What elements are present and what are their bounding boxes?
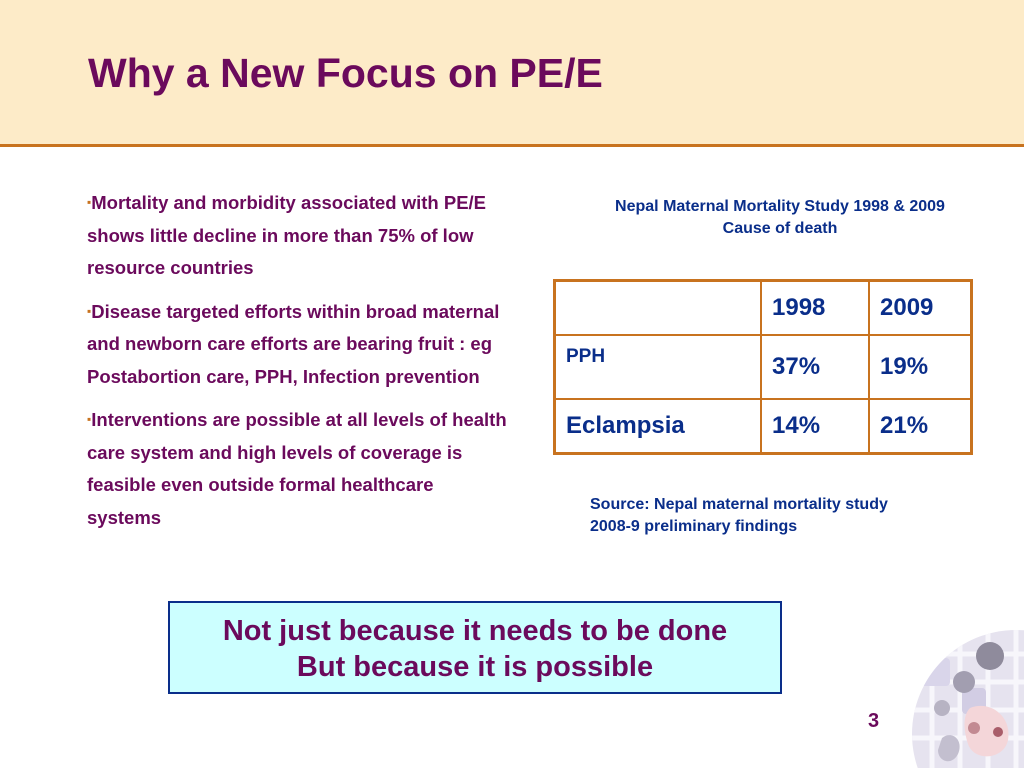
table-row-label: Eclampsia: [553, 398, 762, 455]
table-caption-line: Cause of death: [722, 220, 838, 237]
table-header-cell: 1998: [760, 279, 870, 336]
bullet-list: ▪Mortality and morbidity associated with…: [87, 186, 507, 544]
table-cell: 14%: [760, 398, 870, 455]
table-caption: Nepal Maternal Mortality Study 1998 & 20…: [560, 196, 1000, 240]
table-row: Eclampsia 14% 21%: [553, 398, 973, 455]
bullet-marker: ▪: [87, 412, 92, 426]
table-cell: 19%: [868, 334, 973, 400]
table-cell: 21%: [868, 398, 973, 455]
slide-title: Why a New Focus on PE/E: [88, 50, 603, 96]
callout-line: But because it is possible: [296, 651, 654, 683]
header-divider: [0, 144, 1024, 147]
bullet-marker: ▪: [87, 195, 92, 209]
source-line: 2008-9 preliminary findings: [590, 518, 798, 535]
table-header-cell: [553, 279, 762, 336]
decorative-collage-image: [912, 630, 1024, 768]
title-banner: [0, 0, 1024, 144]
bullet-text: Disease targeted efforts within broad ma…: [87, 300, 500, 387]
callout-box: Not just because it needs to be done But…: [168, 601, 782, 694]
table-row-label: PPH: [553, 334, 762, 400]
bullet-marker: ▪: [87, 303, 92, 318]
table-cell: 37%: [760, 334, 870, 400]
bullet-text: Interventions are possible at all levels…: [87, 409, 507, 528]
table-header-row: 1998 2009: [553, 279, 973, 336]
source-line: Source: Nepal maternal mortality study: [590, 496, 888, 513]
bullet-item: ▪Disease targeted efforts within broad m…: [87, 295, 507, 394]
table-header-cell: 2009: [868, 279, 973, 336]
source-note: Source: Nepal maternal mortality study 2…: [590, 494, 990, 538]
bullet-item: ▪Mortality and morbidity associated with…: [87, 186, 507, 285]
page-number: 3: [868, 710, 880, 732]
table-caption-line: Nepal Maternal Mortality Study 1998 & 20…: [615, 198, 945, 215]
bullet-text: Mortality and morbidity associated with …: [87, 192, 487, 278]
mortality-table: 1998 2009 PPH 37% 19% Eclampsia 14% 21%: [553, 279, 973, 455]
bullet-item: ▪Interventions are possible at all level…: [87, 403, 507, 534]
callout-line: Not just because it needs to be done: [222, 615, 728, 647]
table-row: PPH 37% 19%: [553, 334, 973, 400]
